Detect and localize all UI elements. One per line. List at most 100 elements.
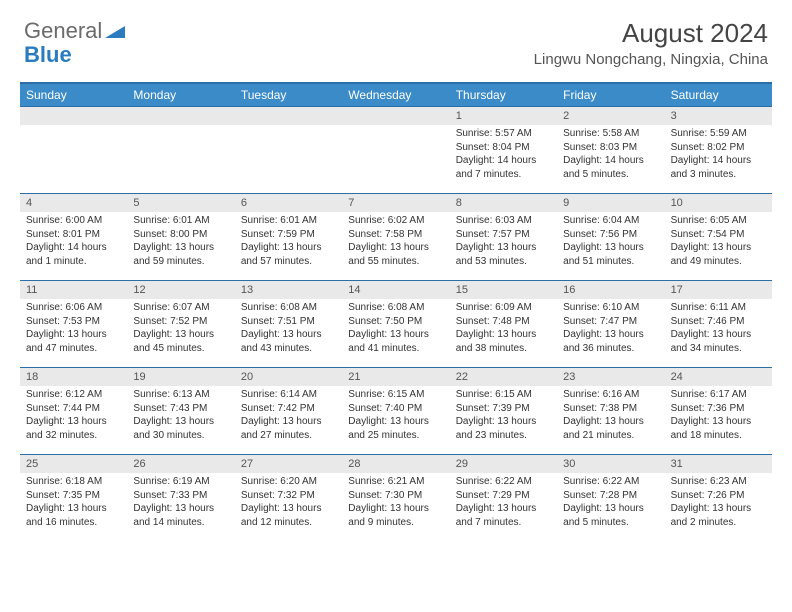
calendar-cell: 8Sunrise: 6:03 AMSunset: 7:57 PMDaylight…	[450, 194, 557, 280]
info-sunrise: Sunrise: 6:05 AM	[671, 214, 766, 228]
day-number: 13	[235, 281, 342, 299]
info-daylight2: and 5 minutes.	[563, 168, 658, 182]
day-number: 15	[450, 281, 557, 299]
info-sunset: Sunset: 8:00 PM	[133, 228, 228, 242]
info-sunrise: Sunrise: 6:07 AM	[133, 301, 228, 315]
day-info: Sunrise: 6:09 AMSunset: 7:48 PMDaylight:…	[450, 299, 557, 359]
info-daylight1: Daylight: 13 hours	[133, 502, 228, 516]
info-daylight2: and 36 minutes.	[563, 342, 658, 356]
day-number: 28	[342, 455, 449, 473]
day-number: 12	[127, 281, 234, 299]
day-info: Sunrise: 5:59 AMSunset: 8:02 PMDaylight:…	[665, 125, 772, 185]
info-daylight2: and 43 minutes.	[241, 342, 336, 356]
info-sunrise: Sunrise: 6:13 AM	[133, 388, 228, 402]
info-daylight1: Daylight: 13 hours	[671, 328, 766, 342]
info-sunrise: Sunrise: 6:01 AM	[241, 214, 336, 228]
info-daylight2: and 18 minutes.	[671, 429, 766, 443]
info-daylight2: and 30 minutes.	[133, 429, 228, 443]
day-number: 1	[450, 107, 557, 125]
calendar-cell: 22Sunrise: 6:15 AMSunset: 7:39 PMDayligh…	[450, 368, 557, 454]
day-number: 10	[665, 194, 772, 212]
info-sunset: Sunset: 7:46 PM	[671, 315, 766, 329]
calendar-cell: 7Sunrise: 6:02 AMSunset: 7:58 PMDaylight…	[342, 194, 449, 280]
info-sunrise: Sunrise: 6:02 AM	[348, 214, 443, 228]
day-number: 14	[342, 281, 449, 299]
info-daylight1: Daylight: 13 hours	[563, 415, 658, 429]
info-sunset: Sunset: 7:39 PM	[456, 402, 551, 416]
info-sunrise: Sunrise: 6:10 AM	[563, 301, 658, 315]
day-number: 6	[235, 194, 342, 212]
day-number: 18	[20, 368, 127, 386]
calendar: Sunday Monday Tuesday Wednesday Thursday…	[20, 82, 772, 541]
info-daylight1: Daylight: 13 hours	[563, 241, 658, 255]
info-sunset: Sunset: 7:38 PM	[563, 402, 658, 416]
info-daylight2: and 12 minutes.	[241, 516, 336, 530]
info-daylight1: Daylight: 13 hours	[348, 328, 443, 342]
info-daylight1: Daylight: 13 hours	[26, 415, 121, 429]
calendar-row: 18Sunrise: 6:12 AMSunset: 7:44 PMDayligh…	[20, 367, 772, 454]
calendar-cell: 25Sunrise: 6:18 AMSunset: 7:35 PMDayligh…	[20, 455, 127, 541]
day-number: 27	[235, 455, 342, 473]
calendar-cell: 4Sunrise: 6:00 AMSunset: 8:01 PMDaylight…	[20, 194, 127, 280]
info-daylight2: and 57 minutes.	[241, 255, 336, 269]
info-daylight2: and 14 minutes.	[133, 516, 228, 530]
calendar-row: 25Sunrise: 6:18 AMSunset: 7:35 PMDayligh…	[20, 454, 772, 541]
calendar-cell: 19Sunrise: 6:13 AMSunset: 7:43 PMDayligh…	[127, 368, 234, 454]
day-number: 17	[665, 281, 772, 299]
info-sunrise: Sunrise: 6:03 AM	[456, 214, 551, 228]
info-sunset: Sunset: 7:32 PM	[241, 489, 336, 503]
calendar-cell: 24Sunrise: 6:17 AMSunset: 7:36 PMDayligh…	[665, 368, 772, 454]
info-daylight2: and 47 minutes.	[26, 342, 121, 356]
calendar-cell: 30Sunrise: 6:22 AMSunset: 7:28 PMDayligh…	[557, 455, 664, 541]
day-number	[342, 107, 449, 125]
info-sunrise: Sunrise: 6:01 AM	[133, 214, 228, 228]
calendar-row: 11Sunrise: 6:06 AMSunset: 7:53 PMDayligh…	[20, 280, 772, 367]
weekday-header: Monday	[127, 84, 234, 106]
info-daylight1: Daylight: 14 hours	[563, 154, 658, 168]
day-info: Sunrise: 6:03 AMSunset: 7:57 PMDaylight:…	[450, 212, 557, 272]
day-number: 9	[557, 194, 664, 212]
info-sunrise: Sunrise: 6:09 AM	[456, 301, 551, 315]
info-sunset: Sunset: 7:40 PM	[348, 402, 443, 416]
calendar-cell: 21Sunrise: 6:15 AMSunset: 7:40 PMDayligh…	[342, 368, 449, 454]
info-daylight1: Daylight: 13 hours	[241, 502, 336, 516]
info-daylight1: Daylight: 13 hours	[133, 415, 228, 429]
info-sunrise: Sunrise: 6:22 AM	[456, 475, 551, 489]
info-sunrise: Sunrise: 6:20 AM	[241, 475, 336, 489]
day-info: Sunrise: 6:14 AMSunset: 7:42 PMDaylight:…	[235, 386, 342, 446]
info-daylight2: and 21 minutes.	[563, 429, 658, 443]
calendar-row: 4Sunrise: 6:00 AMSunset: 8:01 PMDaylight…	[20, 193, 772, 280]
info-daylight2: and 2 minutes.	[671, 516, 766, 530]
calendar-cell	[20, 107, 127, 193]
day-info: Sunrise: 5:58 AMSunset: 8:03 PMDaylight:…	[557, 125, 664, 185]
info-daylight2: and 7 minutes.	[456, 516, 551, 530]
info-sunset: Sunset: 7:52 PM	[133, 315, 228, 329]
info-sunset: Sunset: 7:47 PM	[563, 315, 658, 329]
info-sunset: Sunset: 7:57 PM	[456, 228, 551, 242]
weekday-header: Thursday	[450, 84, 557, 106]
brand-blue-wrapper: Blue	[24, 42, 72, 68]
weekday-header: Sunday	[20, 84, 127, 106]
calendar-cell: 15Sunrise: 6:09 AMSunset: 7:48 PMDayligh…	[450, 281, 557, 367]
info-sunset: Sunset: 7:59 PM	[241, 228, 336, 242]
day-info: Sunrise: 6:04 AMSunset: 7:56 PMDaylight:…	[557, 212, 664, 272]
day-info: Sunrise: 6:12 AMSunset: 7:44 PMDaylight:…	[20, 386, 127, 446]
info-daylight2: and 7 minutes.	[456, 168, 551, 182]
info-daylight2: and 38 minutes.	[456, 342, 551, 356]
info-sunrise: Sunrise: 6:16 AM	[563, 388, 658, 402]
day-info: Sunrise: 6:15 AMSunset: 7:40 PMDaylight:…	[342, 386, 449, 446]
info-daylight2: and 34 minutes.	[671, 342, 766, 356]
info-sunrise: Sunrise: 6:15 AM	[348, 388, 443, 402]
day-number	[127, 107, 234, 125]
info-daylight1: Daylight: 13 hours	[348, 415, 443, 429]
day-info: Sunrise: 6:17 AMSunset: 7:36 PMDaylight:…	[665, 386, 772, 446]
info-sunrise: Sunrise: 6:06 AM	[26, 301, 121, 315]
day-info: Sunrise: 6:06 AMSunset: 7:53 PMDaylight:…	[20, 299, 127, 359]
info-daylight2: and 53 minutes.	[456, 255, 551, 269]
logo-triangle-icon	[105, 18, 125, 44]
day-number: 16	[557, 281, 664, 299]
info-sunrise: Sunrise: 6:18 AM	[26, 475, 121, 489]
info-daylight1: Daylight: 13 hours	[133, 241, 228, 255]
info-sunrise: Sunrise: 6:04 AM	[563, 214, 658, 228]
info-sunset: Sunset: 8:03 PM	[563, 141, 658, 155]
